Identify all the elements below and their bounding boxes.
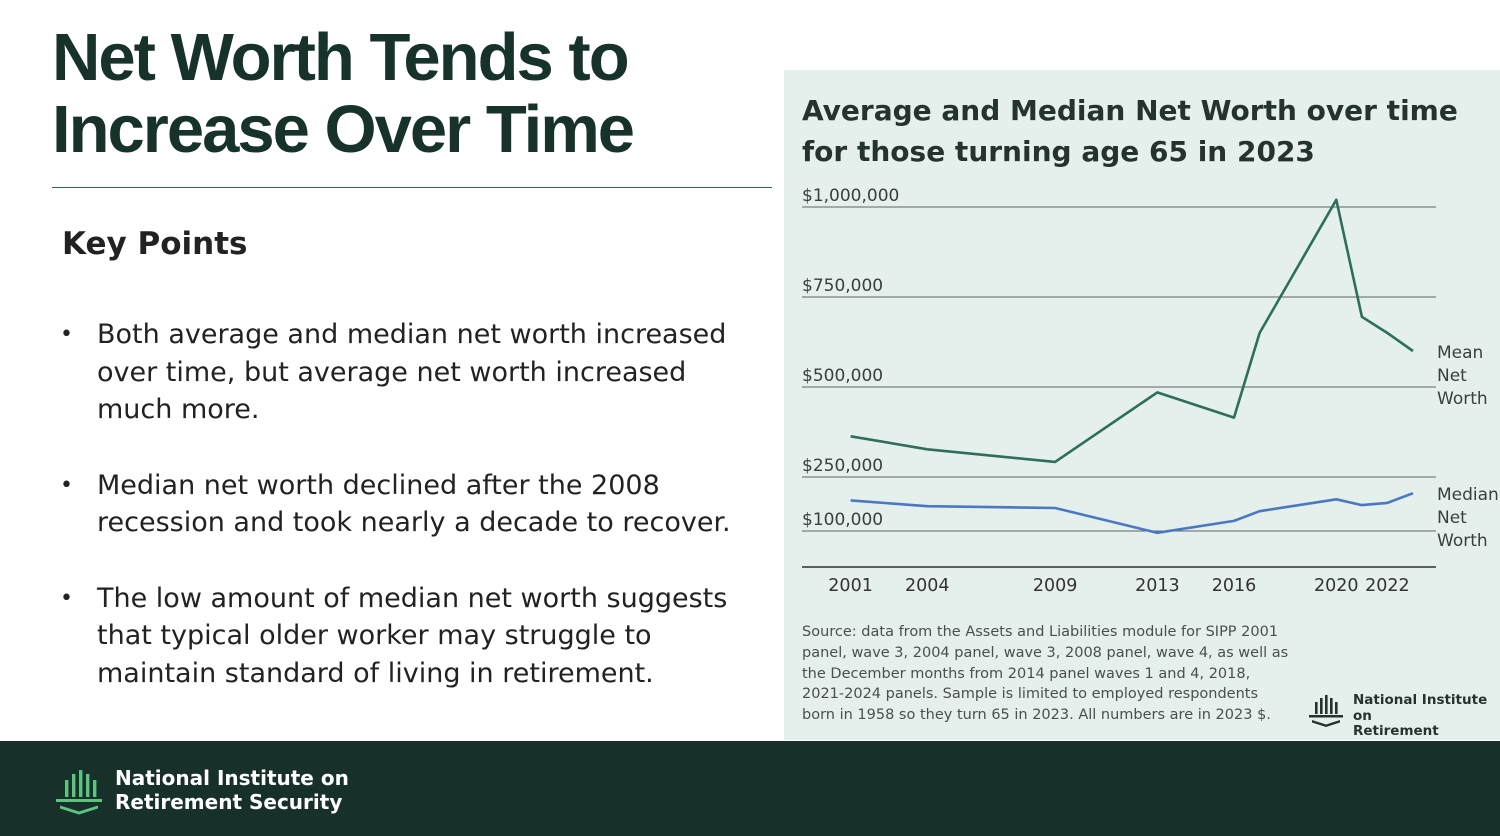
x-tick-label: 2020 [1314,576,1359,596]
footer-organization-name: National Institute on Retirement Securit… [115,766,349,814]
x-tick-label: 2016 [1212,576,1257,596]
median-series-label: Net [1437,508,1467,528]
mean-series-label: Mean [1437,343,1483,363]
title-line-2: Increase Over Time [52,92,635,167]
key-point-text: Median net worth declined after the 2008… [97,469,731,539]
title-line-1: Net Worth Tends to [52,20,630,95]
panel-logo: National Institute on Retirement Securit… [1306,690,1500,754]
bullet-icon: • [60,472,73,498]
footer-bar: National Institute on Retirement Securit… [0,741,1500,836]
x-tick-label: 2001 [828,576,873,596]
key-point-text: Both average and median net worth increa… [97,319,727,425]
key-points-list: • Both average and median net worth incr… [60,316,760,692]
bullet-icon: • [60,585,73,611]
key-points-heading: Key Points [62,226,248,262]
median-series-label: Median [1437,485,1499,505]
institute-logo-icon [1309,695,1343,727]
mean-series-label: Worth [1437,389,1488,409]
key-point-2: • Median net worth declined after the 20… [60,467,760,542]
y-tick-label: $500,000 [802,366,883,386]
y-tick-label: $1,000,000 [802,186,899,206]
chart-source-note: Source: data from the Assets and Liabili… [802,624,1289,724]
key-point-text: The low amount of median net worth sugge… [97,582,728,689]
page-title: Net Worth Tends to Increase Over Time [52,20,635,167]
institute-logo-icon [56,770,102,815]
chart-panel [784,70,1500,740]
x-tick-label: 2013 [1135,576,1180,596]
mean-series-label: Net [1437,366,1467,386]
x-tick-label: 2009 [1033,576,1078,596]
mean-net-worth-line [850,198,1414,464]
median-series-label: Worth [1437,531,1488,551]
median-net-worth-line [850,491,1414,535]
x-tick-label: 2022 [1365,576,1410,596]
chart-title: Average and Median Net Worth over time f… [802,94,1458,168]
key-point-1: • Both average and median net worth incr… [60,316,760,429]
y-tick-label: $750,000 [802,276,883,296]
y-tick-label: $100,000 [802,510,883,530]
key-point-3: • The low amount of median net worth sug… [60,580,760,693]
x-tick-label: 2004 [905,576,950,596]
y-tick-label: $250,000 [802,456,883,476]
net-worth-line-chart: $100,000 $250,000 $500,000 $750,000 $1,000,0… [802,186,1499,596]
title-divider [52,187,772,188]
bullet-icon: • [60,322,73,347]
